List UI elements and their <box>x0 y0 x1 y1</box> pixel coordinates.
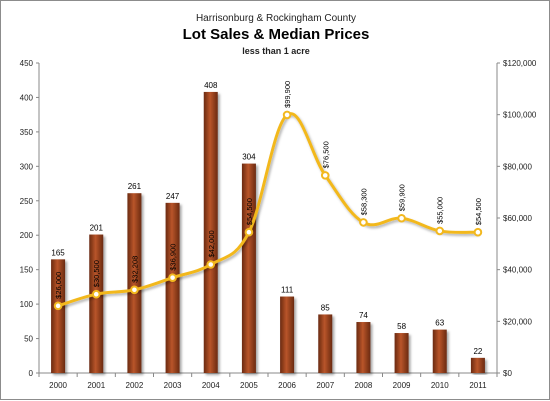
left-tick-label: 50 <box>24 335 33 344</box>
left-tick-label: 250 <box>20 197 34 206</box>
chart-title: Lot Sales & Median Prices <box>183 26 370 43</box>
price-point-2005 <box>244 227 254 237</box>
bar-value-label: 22 <box>473 347 482 356</box>
x-tick-label: 2001 <box>87 381 105 390</box>
price-value-label: $42,000 <box>207 230 216 257</box>
price-value-label: $54,500 <box>245 198 254 225</box>
price-point-2003 <box>168 273 177 282</box>
right-tick-label: $0 <box>503 369 512 378</box>
price-point-2001 <box>91 289 101 299</box>
x-tick-label: 2010 <box>431 381 449 390</box>
right-tick-label: $80,000 <box>503 162 532 171</box>
median-price-line <box>57 112 478 308</box>
bar-value-label: 247 <box>166 192 180 201</box>
x-tick-label: 2000 <box>49 381 67 390</box>
x-tick-label: 2002 <box>126 381 144 390</box>
right-tick-label: $40,000 <box>503 266 532 275</box>
x-tick-label: 2003 <box>164 381 182 390</box>
bar-2005 <box>241 163 256 373</box>
price-point-2011 <box>473 227 483 237</box>
bar-value-label: 165 <box>51 248 65 257</box>
left-tick-label: 450 <box>20 59 34 68</box>
bar-value-label: 85 <box>321 303 330 312</box>
price-labels: $26,000 $30,500 $32,208 $36,900 $42,000 $54,5… <box>54 81 483 299</box>
bar-2004 <box>203 91 218 373</box>
price-value-label: $30,500 <box>92 260 101 287</box>
x-tick-label: 2006 <box>278 381 296 390</box>
price-value-label: $32,208 <box>130 256 139 283</box>
left-tick-label: 100 <box>20 300 34 309</box>
x-tick-label: 2007 <box>316 381 334 390</box>
bar-2001 <box>89 234 104 373</box>
left-tick-label: 350 <box>20 128 34 137</box>
x-tick-label: 2009 <box>393 381 411 390</box>
chart-supertitle: Harrisonburg & Rockingham County <box>196 13 356 24</box>
right-tick-label: $120,000 <box>503 59 537 68</box>
bar-value-label: 304 <box>242 153 256 162</box>
bar-value-label: 111 <box>281 286 294 295</box>
bar-2009 <box>394 333 409 373</box>
bar-value-label: 261 <box>128 182 142 191</box>
bar-2003 <box>165 202 180 373</box>
bar-value-label: 58 <box>397 322 406 331</box>
bar-2008 <box>356 322 371 373</box>
bar-2006 <box>280 296 295 373</box>
price-point-2009 <box>397 213 406 223</box>
price-line-series <box>53 110 483 311</box>
x-tick-label: 2005 <box>240 381 258 390</box>
bar-value-label: 63 <box>435 319 444 328</box>
axes: 0 50 100 150 200 250 300 350 400 450 $0 $20,000 $40,… <box>20 59 537 390</box>
x-tick-label: 2011 <box>469 381 487 390</box>
x-tick-label: 2008 <box>355 381 373 390</box>
price-point-2004 <box>206 260 216 269</box>
price-point-2000 <box>53 301 63 311</box>
bar-value-label: 408 <box>204 81 218 90</box>
left-tick-label: 200 <box>20 231 34 240</box>
price-point-2010 <box>435 226 445 236</box>
price-point-2002 <box>130 285 139 295</box>
left-tick-label: 150 <box>20 266 34 275</box>
left-tick-label: 400 <box>20 93 34 102</box>
bar-labels: 165 201 261 247 408 304 111 85 74 58 63 22 <box>51 81 483 356</box>
bar-series <box>51 91 485 373</box>
bar-2010 <box>432 329 447 373</box>
price-value-label: $99,900 <box>283 81 292 108</box>
x-tick-label: 2004 <box>202 381 220 390</box>
left-tick-label: 300 <box>20 162 34 171</box>
price-point-2006 <box>282 110 292 120</box>
bar-2000 <box>51 259 66 373</box>
right-tick-label: $60,000 <box>503 214 532 223</box>
right-tick-label: $20,000 <box>503 317 532 326</box>
price-value-label: $76,500 <box>321 141 330 168</box>
price-value-label: $55,000 <box>436 197 445 224</box>
price-point-2007 <box>320 171 330 180</box>
price-point-2008 <box>359 218 368 227</box>
bar-2011 <box>470 357 485 373</box>
price-value-label: $36,900 <box>169 244 178 271</box>
price-value-label: $26,000 <box>54 272 63 299</box>
bar-2002 <box>127 193 142 373</box>
left-tick-label: 0 <box>29 369 34 378</box>
right-tick-label: $100,000 <box>503 111 537 120</box>
bar-value-label: 74 <box>359 311 368 320</box>
bar-2007 <box>318 314 333 373</box>
price-value-label: $58,300 <box>359 188 368 215</box>
price-value-label: $54,500 <box>474 198 483 225</box>
bar-value-label: 201 <box>90 224 104 233</box>
price-value-label: $59,900 <box>398 184 407 211</box>
chart-subtitle: less than 1 acre <box>242 46 310 56</box>
